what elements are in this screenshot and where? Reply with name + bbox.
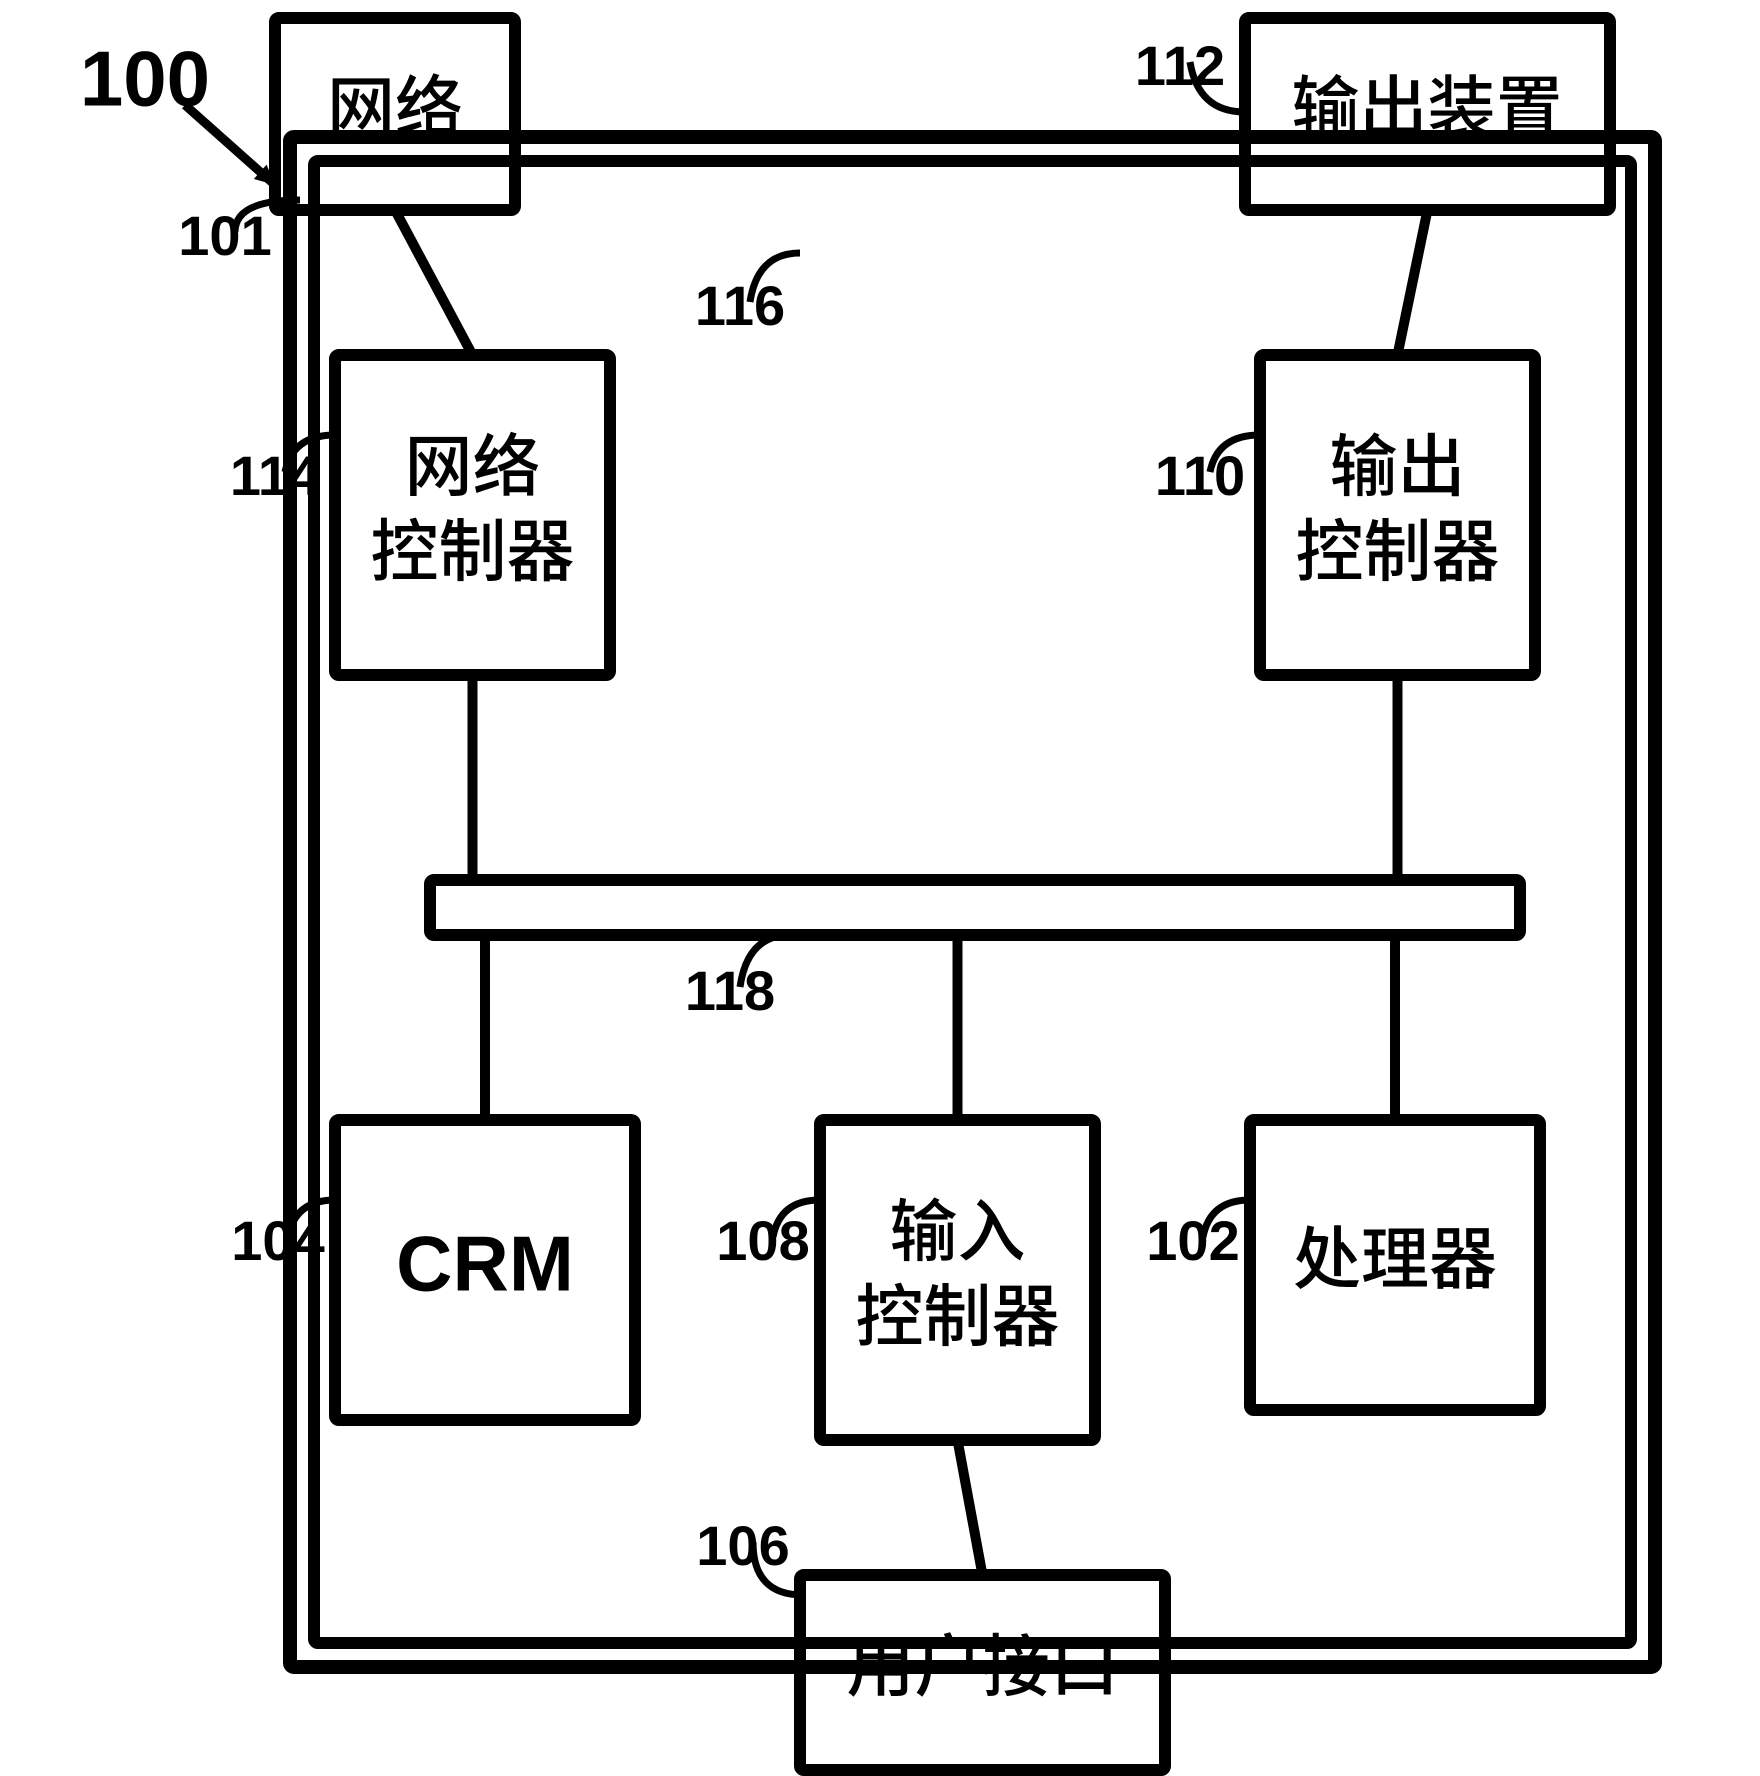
network-label: 网络 [327,71,463,147]
processor-label: 处理器 [1293,1222,1497,1298]
ref-102: 102 [1146,1209,1239,1272]
net_ctrl-label: 控制器 [370,514,574,590]
wire-output_dev-out_ctrl [1398,210,1428,355]
wire-network-net_ctrl [395,210,473,355]
out_ctrl-label: 控制器 [1295,514,1499,590]
in_ctrl-label: 控制器 [855,1279,1059,1355]
output_dev-label: 输出装置 [1291,71,1563,147]
net_ctrl-label: 网络 [404,429,540,505]
ref-106: 106 [696,1514,789,1577]
out_ctrl-label: 输出 [1329,429,1465,505]
crm-label: CRM [396,1220,574,1308]
ref-112: 112 [1135,34,1225,97]
ref-104: 104 [231,1209,324,1272]
in_ctrl-label: 输入 [889,1194,1025,1270]
ref-110: 110 [1155,444,1245,507]
user_if-label: 用户接口 [846,1629,1118,1705]
ref-101: 101 [178,204,271,267]
ref-118: 118 [685,959,775,1022]
bus-bar [430,880,1520,935]
ref-108: 108 [716,1209,809,1272]
ref-114: 114 [230,444,320,507]
ref-116: 116 [695,274,785,337]
diagram-canvas: 网络输出装置网络控制器输出控制器CRM输入控制器处理器用户接口100101112… [0,0,1760,1776]
wire-in_ctrl-user_if [958,1440,983,1575]
